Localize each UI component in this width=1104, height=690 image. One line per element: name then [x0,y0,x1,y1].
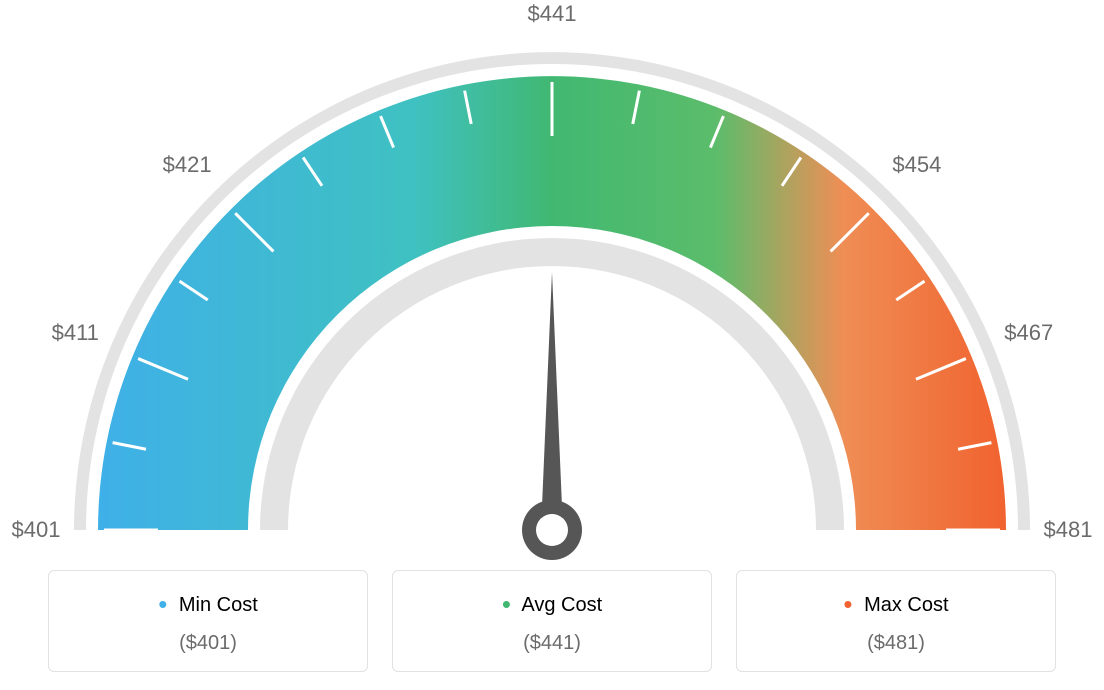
legend-title-max: • Max Cost [747,589,1045,620]
legend-label-max: Max Cost [864,594,948,616]
gauge-container: $401 $411 $421 $441 $454 $467 $481 [0,0,1104,560]
legend-dot-avg: • [502,589,511,619]
legend-title-min: • Min Cost [59,589,357,620]
legend-dot-max: • [843,589,852,619]
legend-title-avg: • Avg Cost [403,589,701,620]
legend-card-avg: • Avg Cost ($441) [392,570,712,672]
legend-dot-min: • [158,589,167,619]
gauge-tick-label: $454 [892,152,941,178]
legend-label-avg: Avg Cost [521,594,602,616]
legend-value-avg: ($441) [403,632,701,655]
gauge-tick-label: $421 [163,152,212,178]
gauge-tick-label: $481 [1044,517,1093,543]
legend-label-min: Min Cost [179,594,258,616]
gauge-svg [0,0,1104,560]
legend-value-max: ($481) [747,632,1045,655]
gauge-tick-label: $467 [1004,320,1053,346]
legend-card-min: • Min Cost ($401) [48,570,368,672]
gauge-tick-label: $411 [52,320,99,346]
legend-card-max: • Max Cost ($481) [736,570,1056,672]
gauge-tick-label: $441 [528,1,577,27]
gauge-tick-label: $401 [12,517,61,543]
legend-value-min: ($401) [59,632,357,655]
legend-row: • Min Cost ($401) • Avg Cost ($441) • Ma… [0,570,1104,672]
